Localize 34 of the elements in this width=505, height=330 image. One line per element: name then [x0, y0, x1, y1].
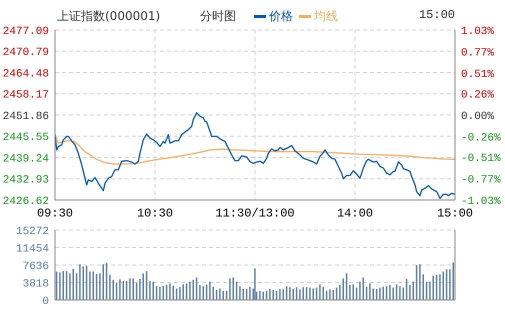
line-series — [55, 134, 455, 165]
y-tick-label: 0 — [42, 296, 49, 308]
y2-tick-label: -0.77% — [461, 174, 502, 187]
chart-title: 上证指数(000001) — [57, 8, 160, 25]
x-tick-label: 11:30/13:00 — [215, 206, 295, 221]
y-tick-label: 2458.17 — [2, 90, 49, 102]
y2-tick-label: 1.03% — [461, 26, 494, 38]
text: 15:00 — [418, 8, 455, 22]
y-tick-label: 7636 — [22, 261, 49, 273]
legend-label: 价格 — [268, 8, 293, 25]
y2-tick-label: 0.26% — [461, 90, 494, 102]
y-tick-label: 2445.55 — [2, 132, 49, 144]
y-tick-label: 2426.62 — [2, 196, 49, 208]
x-tick-label: 09:30 — [36, 206, 74, 221]
y-tick-label: 2439.24 — [2, 153, 50, 166]
y-tick-label: 2470.79 — [2, 47, 49, 60]
legend-label: 均线 — [313, 8, 338, 25]
y-tick-label: 2477.09 — [2, 26, 49, 38]
y2-tick-label: 0.51% — [461, 68, 494, 81]
y-tick-label: 11454 — [16, 244, 50, 256]
chart-subtitle: 分时图 — [200, 8, 236, 25]
y-tick-label: 15272 — [16, 226, 49, 238]
x-tick-label: 10:30 — [136, 206, 174, 221]
y2-tick-label: -0.26% — [461, 132, 502, 144]
y2-tick-label: -0.51% — [461, 153, 502, 166]
y2-tick-label: -1.03% — [461, 196, 502, 208]
x-tick-label: 14:00 — [336, 206, 374, 221]
y2-tick-label: 0.00% — [461, 111, 494, 123]
y2-tick-label: 0.77% — [461, 47, 494, 60]
y-tick-label: 2432.93 — [2, 174, 49, 187]
y-tick-label: 2451.86 — [2, 110, 49, 123]
x-tick-label: 15:00 — [436, 206, 474, 221]
y-tick-label: 2464.48 — [2, 68, 49, 80]
y-tick-label: 3818 — [22, 278, 49, 290]
